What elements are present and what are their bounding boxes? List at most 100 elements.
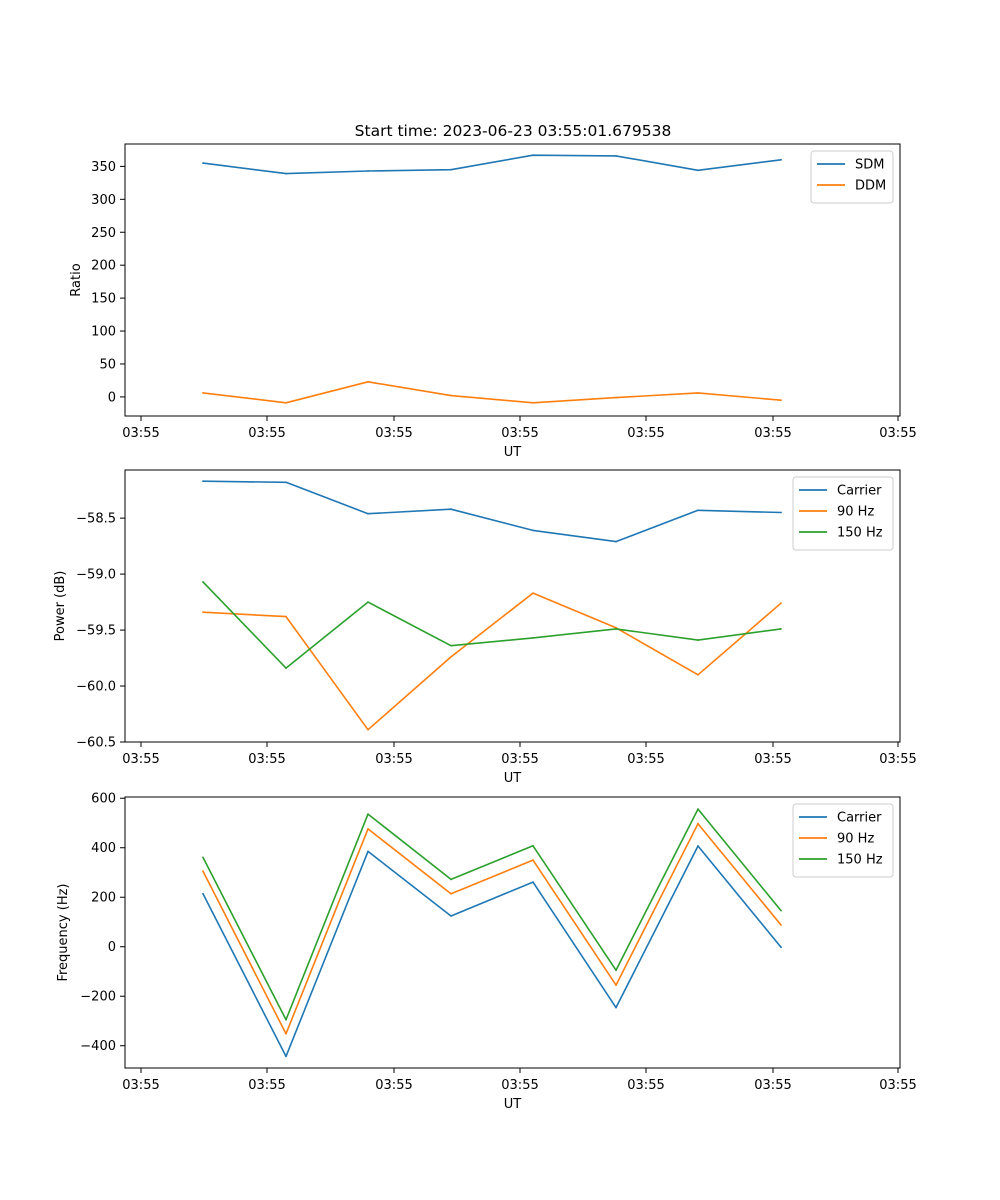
legend: Carrier 90 Hz 150 Hz xyxy=(792,803,894,878)
y-tick-label: 0 xyxy=(108,390,116,405)
data-point xyxy=(450,892,452,895)
data-point xyxy=(615,155,617,157)
data-point xyxy=(697,509,699,512)
y-axis-label: Frequency (Hz) xyxy=(56,883,71,981)
data-point xyxy=(615,984,617,986)
series-line-90-hz xyxy=(202,592,782,731)
x-tick-label: 03:55 xyxy=(122,426,159,441)
data-point xyxy=(202,392,204,394)
x-tick-label: 03:55 xyxy=(627,1078,664,1093)
y-tick-label: 200 xyxy=(91,891,116,906)
series-line-carrier xyxy=(202,845,782,1058)
series-line-ddm xyxy=(202,380,782,404)
data-point xyxy=(202,162,204,165)
data-point xyxy=(697,392,699,394)
data-point xyxy=(450,878,452,881)
legend-label: 90 Hz xyxy=(837,505,874,520)
y-tick-label: −60.0 xyxy=(76,680,116,695)
data-point xyxy=(285,1018,287,1021)
data-point xyxy=(202,611,204,614)
data-point xyxy=(367,728,369,731)
data-point xyxy=(202,892,204,895)
data-point xyxy=(285,615,287,618)
data-point xyxy=(367,512,369,515)
axes-frame xyxy=(124,796,901,1069)
x-tick-label: 03:55 xyxy=(248,752,285,767)
data-point xyxy=(367,850,369,853)
series-line-carrier xyxy=(202,480,782,543)
y-tick-label: 600 xyxy=(91,792,116,807)
x-tick-label: 03:55 xyxy=(248,426,285,441)
x-tick-label: 03:55 xyxy=(501,426,538,441)
y-tick-label: 250 xyxy=(91,226,116,241)
data-point xyxy=(532,637,534,639)
y-tick-label: −200 xyxy=(80,990,116,1005)
data-point xyxy=(615,628,617,630)
data-point xyxy=(532,592,534,594)
data-point xyxy=(615,540,617,543)
x-axis-label: UT xyxy=(504,771,522,786)
x-axis-label: UT xyxy=(504,445,522,460)
data-point xyxy=(202,856,204,859)
legend: SDM DDM xyxy=(810,150,894,204)
data-point xyxy=(697,169,699,172)
data-point xyxy=(532,881,534,883)
x-tick-label: 03:55 xyxy=(248,1078,285,1093)
data-point xyxy=(450,508,452,511)
legend-label: 150 Hz xyxy=(837,853,883,868)
data-point xyxy=(367,813,369,815)
y-tick-label: −60.5 xyxy=(76,736,116,751)
data-point xyxy=(202,480,204,483)
series-line-sdm xyxy=(202,154,782,175)
data-point xyxy=(450,656,452,658)
y-axis-label: Ratio xyxy=(69,263,84,296)
y-tick-label: 0 xyxy=(108,940,116,955)
data-point xyxy=(285,172,287,175)
data-point xyxy=(780,399,782,402)
legend-label: 150 Hz xyxy=(837,526,883,541)
series-line-150-hz xyxy=(202,808,782,1021)
x-tick-label: 03:55 xyxy=(627,752,664,767)
y-tick-label: 300 xyxy=(91,193,116,208)
data-point xyxy=(367,380,369,383)
y-tick-label: 50 xyxy=(99,357,116,372)
y-axis-label: Power (dB) xyxy=(53,571,68,642)
y-tick-label: −58.5 xyxy=(76,512,116,527)
legend: Carrier 90 Hz 150 Hz xyxy=(792,476,894,551)
data-point xyxy=(780,602,782,605)
x-tick-label: 03:55 xyxy=(375,1078,412,1093)
data-point xyxy=(615,1006,617,1009)
data-point xyxy=(367,601,369,603)
data-point xyxy=(697,808,699,810)
x-axis-label: UT xyxy=(504,1097,522,1112)
axes-frame xyxy=(124,143,901,417)
y-tick-label: 100 xyxy=(91,325,116,340)
power-panel: 03:55 03:55 03:55 03:55 03:55 03:55 03:55 −58.5… xyxy=(53,469,917,786)
data-point xyxy=(615,396,617,399)
data-point xyxy=(697,673,699,676)
data-point xyxy=(202,870,204,873)
legend-label: Carrier xyxy=(837,811,882,826)
data-point xyxy=(450,394,452,397)
x-tick-label: 03:55 xyxy=(501,1078,538,1093)
x-tick-label: 03:55 xyxy=(754,752,791,767)
y-tick-label: −400 xyxy=(80,1039,116,1054)
data-point xyxy=(450,644,452,647)
legend-label: SDM xyxy=(855,158,884,173)
data-point xyxy=(285,481,287,484)
data-point xyxy=(697,639,699,641)
data-point xyxy=(780,158,782,161)
legend-label: Carrier xyxy=(837,484,882,499)
data-point xyxy=(532,154,534,157)
axes-frame xyxy=(124,469,901,743)
data-point xyxy=(367,828,369,830)
series-line-90-hz xyxy=(202,822,782,1035)
x-tick-label: 03:55 xyxy=(122,752,159,767)
x-tick-label: 03:55 xyxy=(879,426,916,441)
x-tick-label: 03:55 xyxy=(627,426,664,441)
data-point xyxy=(615,969,617,972)
data-point xyxy=(780,628,782,630)
y-tick-label: −59.0 xyxy=(76,568,116,583)
y-tick-label: 350 xyxy=(91,160,116,175)
